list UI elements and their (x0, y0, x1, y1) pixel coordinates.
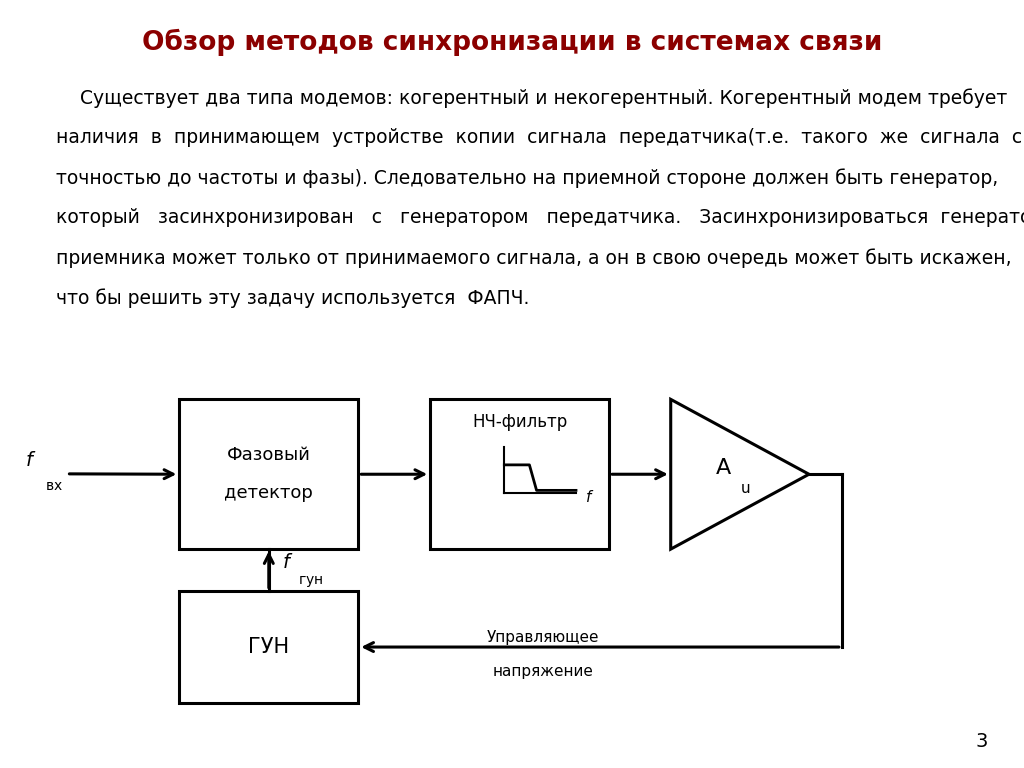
Text: u: u (741, 481, 751, 495)
Text: точностью до частоты и фазы). Следовательно на приемной стороне должен быть гене: точностью до частоты и фазы). Следовател… (56, 168, 998, 188)
Text: f: f (586, 490, 591, 505)
Bar (430, 399, 609, 549)
Text: $\mathregular{вх}$: $\mathregular{вх}$ (45, 479, 63, 493)
Polygon shape (671, 399, 809, 549)
Text: $f$: $f$ (282, 553, 293, 571)
Text: $f$: $f$ (25, 451, 36, 469)
Text: Обзор методов синхронизации в системах связи: Обзор методов синхронизации в системах с… (141, 28, 883, 56)
Text: НЧ-фильтр: НЧ-фильтр (472, 413, 567, 432)
Text: Существует два типа модемов: когерентный и некогерентный. Когерентный модем треб: Существует два типа модемов: когерентный… (56, 88, 1008, 108)
Text: детектор: детектор (224, 485, 313, 502)
Text: приемника может только от принимаемого сигнала, а он в свою очередь может быть и: приемника может только от принимаемого с… (56, 248, 1012, 268)
Text: A: A (716, 458, 731, 478)
Bar (179, 399, 358, 549)
Text: 3: 3 (976, 732, 988, 751)
Text: $\mathregular{гун}$: $\mathregular{гун}$ (298, 574, 324, 589)
Text: Фазовый: Фазовый (227, 446, 310, 464)
Text: напряжение: напряжение (493, 664, 593, 680)
Bar (179, 591, 358, 703)
Text: ГУН: ГУН (248, 637, 290, 657)
Text: который   засинхронизирован   с   генератором   передатчика.   Засинхронизироват: который засинхронизирован с генератором … (56, 208, 1024, 227)
Text: наличия  в  принимающем  устройстве  копии  сигнала  передатчика(т.е.  такого  ж: наличия в принимающем устройстве копии с… (56, 128, 1022, 147)
Text: что бы решить эту задачу используется  ФАПЧ.: что бы решить эту задачу используется ФА… (56, 288, 529, 308)
Text: Управляющее: Управляющее (486, 630, 599, 645)
